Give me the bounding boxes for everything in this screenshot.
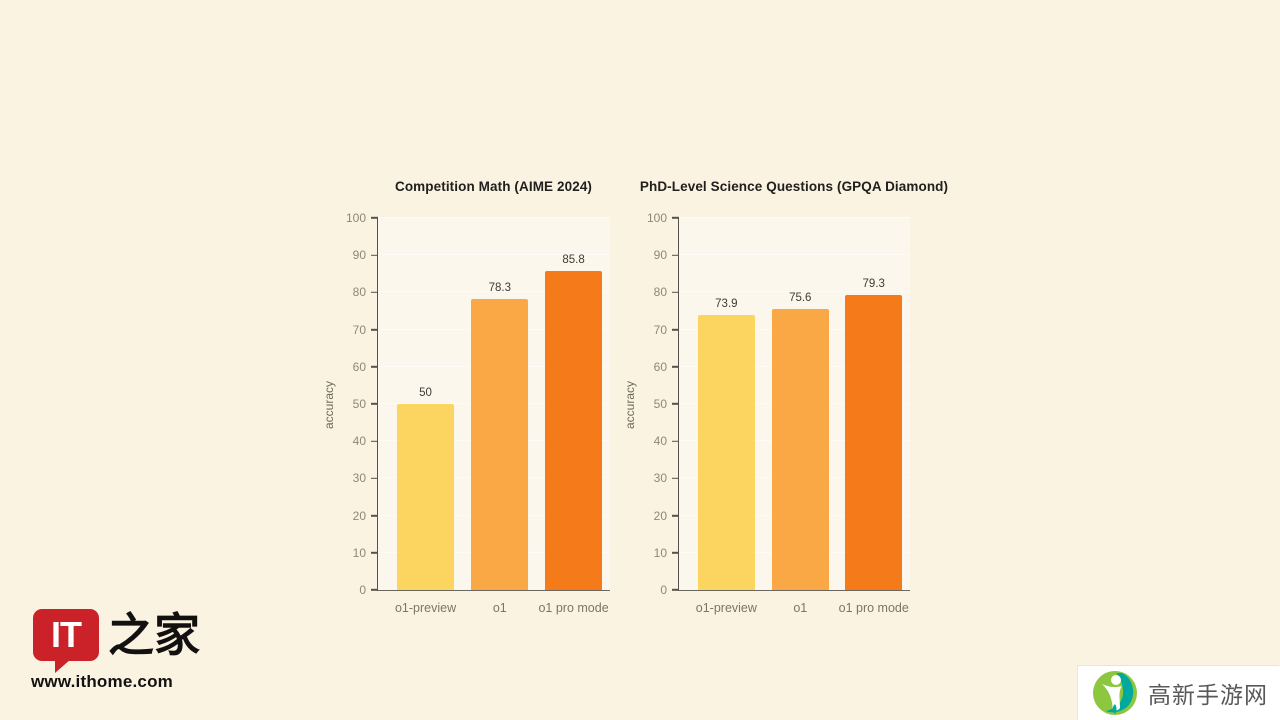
y-axis-tick-label: 60: [352, 359, 366, 374]
y-axis-tick-label: 20: [352, 508, 366, 523]
y-axis-tick: [371, 514, 378, 517]
y-axis-tick: [371, 403, 378, 405]
y-axis-tick-label: 100: [345, 211, 366, 225]
y-axis-tick-label: 70: [653, 322, 667, 337]
y-axis-tick-label: 90: [653, 248, 667, 263]
gridline: [679, 291, 910, 293]
y-axis-tick: [672, 552, 679, 554]
y-axis-tick: [672, 589, 679, 591]
chart-title: Competition Math (AIME 2024): [394, 179, 593, 194]
y-axis-tick: [371, 589, 378, 591]
ithome-url-text: www.ithome.com: [31, 672, 173, 691]
y-axis-tick: [371, 328, 378, 331]
y-axis-tick-label: 40: [352, 434, 366, 449]
gridline: [378, 217, 610, 218]
bar-o1: [771, 308, 829, 590]
y-axis-tick-label: 60: [653, 359, 667, 374]
ithome-it-text: IT: [51, 614, 82, 655]
y-axis-tick: [672, 440, 679, 442]
y-axis-tick-label: 80: [653, 285, 667, 300]
bar-o1-preview: [697, 315, 755, 590]
y-axis-tick-label: 10: [653, 545, 667, 560]
y-axis-tick: [672, 366, 679, 368]
y-axis-tick: [672, 328, 679, 331]
bar-value-label: 79.3: [862, 278, 885, 291]
y-axis-tick-label: 50: [352, 397, 366, 411]
ithome-logo-icon: IT: [33, 609, 99, 661]
ithome-cjk-text: 之家: [108, 608, 200, 662]
y-axis-tick-label: 20: [653, 508, 667, 523]
y-axis-tick: [371, 291, 378, 294]
bar-value-label: 78.3: [488, 281, 511, 294]
y-axis-tick: [672, 477, 679, 480]
gridline: [679, 254, 910, 256]
y-axis-tick: [371, 477, 378, 480]
y-axis-tick-label: 30: [352, 471, 366, 486]
ithome-bubble-tail: [55, 659, 71, 673]
y-axis-tick: [672, 291, 679, 294]
y-axis-tick: [371, 440, 378, 442]
y-axis-tick-label: 70: [352, 322, 366, 337]
y-axis-tick: [371, 366, 378, 368]
bar-value-label: 73.9: [715, 298, 738, 311]
plot-area: 0 10 20 30 40 50 60 70 80 90 100 73.9 o1-preview 75.6…: [647, 211, 910, 615]
ithome-watermark: IT 之家 www.ithome.com: [28, 598, 200, 698]
y-axis-tick-label: 50: [653, 397, 667, 411]
y-axis-tick-label: 0: [660, 583, 667, 597]
y-axis-tick: [672, 254, 679, 256]
chart-gpqa-diamond: PhD-Level Science Questions (GPQA Diamon…: [623, 179, 948, 615]
y-axis-tick: [672, 403, 679, 405]
y-axis-tick-label: 100: [646, 211, 667, 225]
gaoxin-logo-icon: [1093, 671, 1137, 715]
bar-o1-pro-mode: [545, 270, 603, 590]
category-label: o1-preview: [695, 601, 757, 615]
plot-area: 0 10 20 30 40 50 60 70 80 90 100 50 o1-preview 78.3 o1…: [346, 211, 610, 615]
gridline: [679, 217, 910, 218]
bar-value-label: 75.6: [789, 291, 812, 304]
y-axis-tick: [371, 254, 378, 256]
y-axis-tick-label: 40: [653, 434, 667, 449]
y-axis-tick: [672, 217, 679, 219]
y-axis-tick: [672, 514, 679, 517]
category-label: o1: [492, 601, 507, 615]
y-axis-tick-label: 0: [359, 583, 366, 597]
y-axis-tick-label: 90: [352, 248, 366, 263]
y-axis-tick-label: 30: [653, 471, 667, 486]
y-axis-tick-label: 10: [352, 545, 366, 560]
bar-o1-preview: [397, 404, 455, 590]
gridline: [378, 291, 610, 293]
category-label: o1 pro mode: [538, 601, 609, 615]
bar-value-label: 85.8: [562, 253, 585, 266]
category-label: o1: [793, 601, 808, 615]
y-axis-tick: [371, 552, 378, 554]
category-label: o1 pro mode: [838, 601, 909, 615]
y-axis-tick: [371, 217, 378, 219]
category-label: o1-preview: [394, 601, 457, 615]
bar-o1: [471, 298, 529, 590]
bar-value-label: 50: [419, 387, 432, 399]
gridline: [378, 254, 610, 256]
gaoxin-watermark: 高新手游网: [1078, 666, 1280, 720]
chart-title: PhD-Level Science Questions (GPQA Diamon…: [639, 179, 949, 194]
gaoxin-site-name: 高新手游网: [1148, 683, 1268, 709]
y-axis-tick-label: 80: [352, 285, 366, 300]
bar-o1-pro-mode: [845, 295, 903, 590]
